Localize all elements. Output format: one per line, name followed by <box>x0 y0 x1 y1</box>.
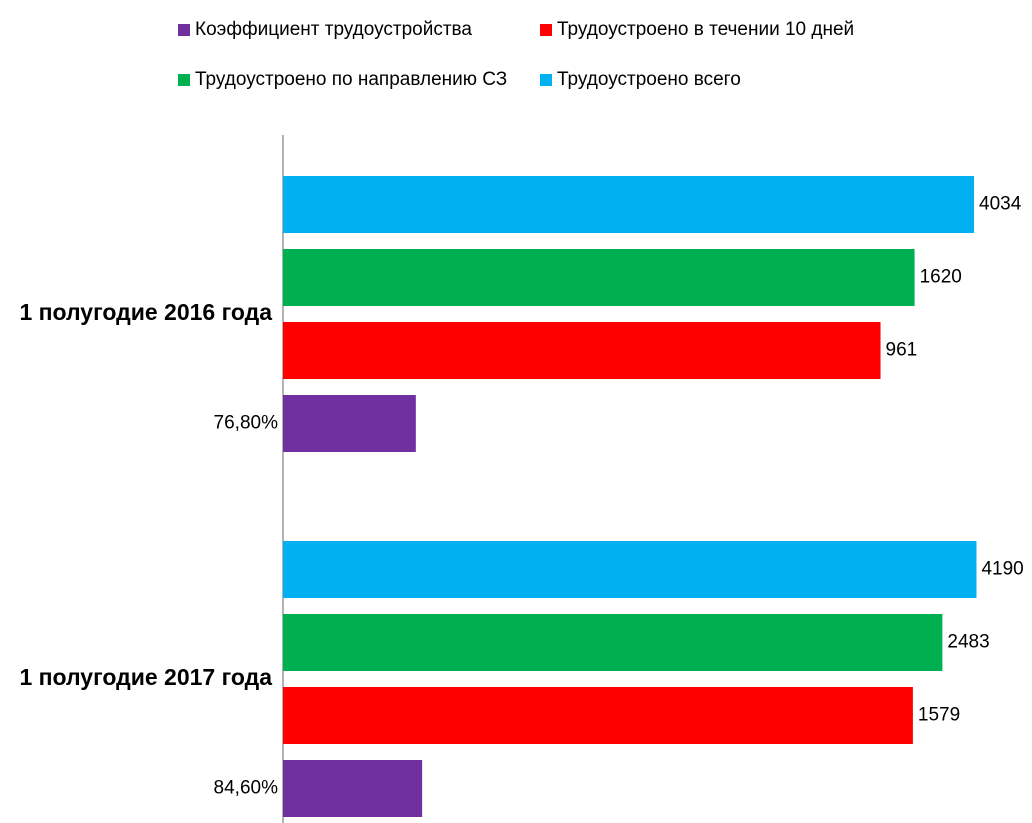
legend-label: Коэффициент трудоустройства <box>195 19 472 40</box>
legend-label: Трудоустроено по направлению СЗ <box>195 69 507 90</box>
legend-swatch <box>540 74 552 86</box>
value-label: 4034 <box>979 194 1022 215</box>
legend-swatch <box>540 24 552 36</box>
value-label: 4190 <box>981 559 1023 580</box>
bar <box>283 249 915 306</box>
value-label: 1620 <box>920 267 962 288</box>
legend-label: Трудоустроено в течении 10 дней <box>557 19 854 40</box>
legend-swatch <box>178 74 190 86</box>
bar <box>283 176 975 233</box>
legend-swatch <box>178 24 190 36</box>
value-label: 1579 <box>918 705 960 726</box>
bar <box>283 541 977 598</box>
bar <box>283 322 881 379</box>
legend-label: Трудоустроено всего <box>557 69 741 90</box>
value-label: 84,60% <box>214 778 279 799</box>
bar <box>283 395 416 452</box>
bar <box>283 614 943 671</box>
value-label: 2483 <box>947 632 989 653</box>
category-label: 1 полугодие 2016 года <box>19 299 272 325</box>
bar <box>283 687 913 744</box>
value-label: 961 <box>886 340 918 361</box>
bar <box>283 760 423 817</box>
value-label: 76,80% <box>214 413 279 434</box>
category-label: 1 полугодие 2017 года <box>19 664 272 690</box>
